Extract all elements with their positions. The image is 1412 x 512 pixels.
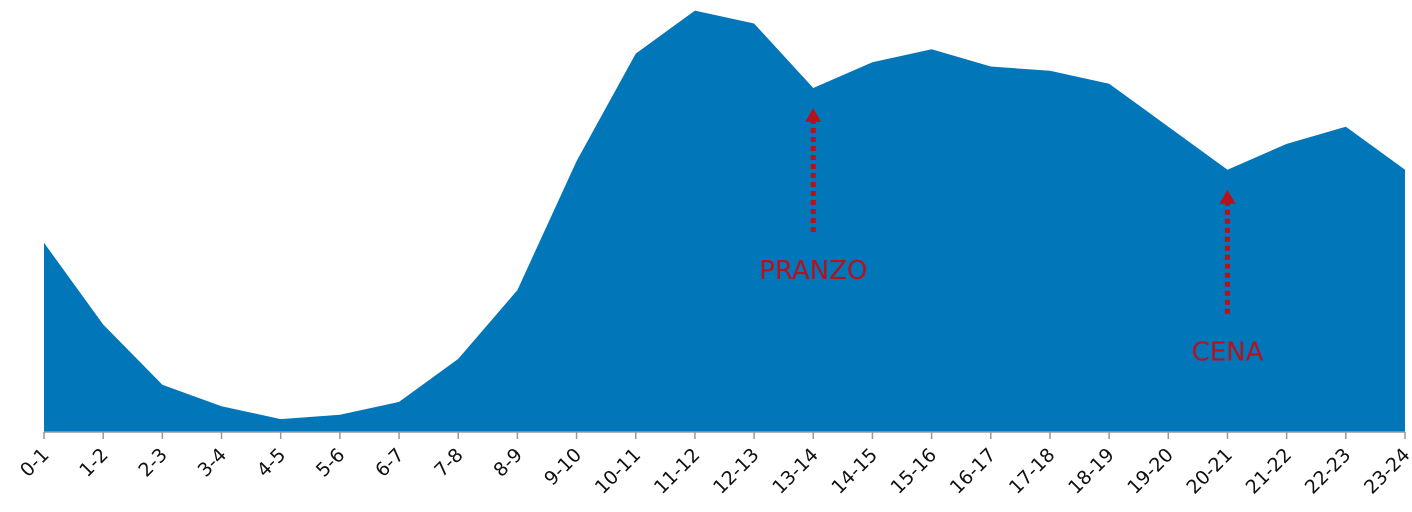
area [44, 10, 1405, 432]
annotation-arrowhead [805, 108, 822, 122]
x-tick-label: 10-11 [591, 444, 646, 499]
x-tick-label: 8-9 [489, 444, 527, 482]
x-tick-label: 16-17 [946, 444, 1001, 499]
x-tick-label: 9-10 [540, 444, 586, 490]
x-tick-label: 0-1 [16, 444, 54, 482]
x-tick-label: 22-23 [1301, 444, 1356, 499]
annotation: PRANZO [759, 256, 867, 286]
x-tick-label: 5-6 [312, 444, 350, 482]
annotation-arrowhead [1219, 189, 1236, 204]
annotation: CENA [1192, 338, 1264, 368]
x-tick-label: 19-20 [1123, 444, 1178, 499]
x-tick-label: 7-8 [430, 444, 468, 482]
x-tick-label: 4-5 [253, 444, 291, 482]
x-tick-label: 15-16 [887, 444, 942, 499]
x-tick-label: 1-2 [75, 444, 113, 482]
x-tick-label: 14-15 [827, 444, 882, 499]
x-tick-label: 2-3 [134, 444, 172, 482]
x-tick-label: 12-13 [709, 444, 764, 499]
x-tick-label: 13-14 [768, 444, 823, 499]
x-tick-label: 6-7 [371, 444, 409, 482]
x-tick-label: 11-12 [650, 444, 705, 499]
x-tick-label: 23-24 [1360, 444, 1412, 499]
x-tick-label: 20-21 [1182, 444, 1237, 499]
x-tick-label: 3-4 [194, 444, 232, 482]
x-tick-label: 18-19 [1064, 444, 1119, 499]
x-tick-label: 17-18 [1005, 444, 1060, 499]
x-tick-label: 21-22 [1242, 444, 1297, 499]
